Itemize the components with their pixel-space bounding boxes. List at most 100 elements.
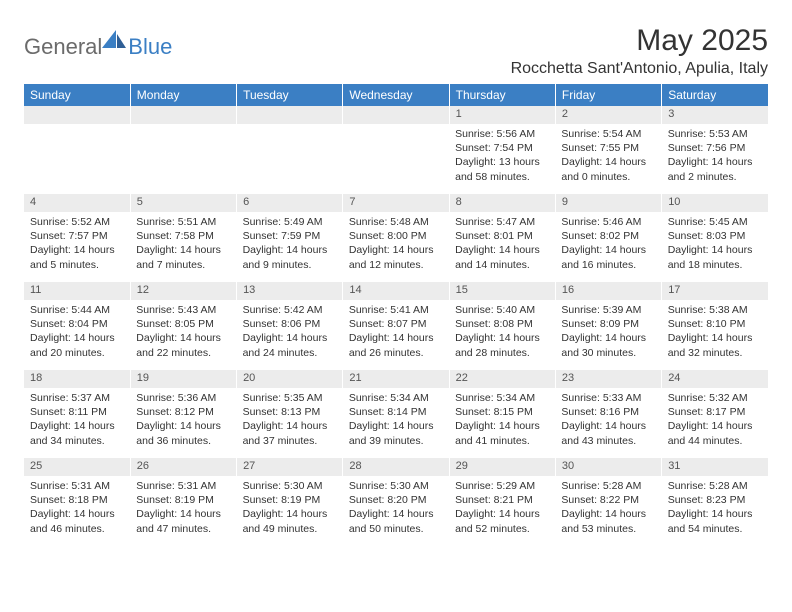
sunrise-line: Sunrise: 5:40 AM (455, 303, 549, 317)
daylight-line: Daylight: 14 hours and 50 minutes. (349, 507, 443, 535)
day-number-row: 45678910 (24, 194, 768, 212)
daylight-line: Daylight: 14 hours and 24 minutes. (243, 331, 337, 359)
day-content-cell: Sunrise: 5:51 AMSunset: 7:58 PMDaylight:… (130, 212, 236, 282)
weekday-header: Friday (555, 84, 661, 106)
daylight-line: Daylight: 14 hours and 30 minutes. (561, 331, 655, 359)
daylight-line: Daylight: 14 hours and 18 minutes. (668, 243, 762, 271)
day-content-cell: Sunrise: 5:31 AMSunset: 8:18 PMDaylight:… (24, 476, 130, 546)
daylight-line: Daylight: 14 hours and 5 minutes. (30, 243, 124, 271)
day-number-cell: 21 (343, 370, 449, 388)
day-number-row: 25262728293031 (24, 458, 768, 476)
sunrise-line: Sunrise: 5:30 AM (243, 479, 337, 493)
sunset-line: Sunset: 8:01 PM (455, 229, 549, 243)
sunrise-line: Sunrise: 5:56 AM (455, 127, 549, 141)
daylight-line: Daylight: 14 hours and 44 minutes. (668, 419, 762, 447)
sunrise-line: Sunrise: 5:37 AM (30, 391, 124, 405)
weekday-header: Sunday (24, 84, 130, 106)
day-number-cell: 26 (130, 458, 236, 476)
day-number-cell: 17 (662, 282, 768, 300)
weekday-header: Tuesday (237, 84, 343, 106)
day-content-cell: Sunrise: 5:33 AMSunset: 8:16 PMDaylight:… (555, 388, 661, 458)
day-content-cell: Sunrise: 5:37 AMSunset: 8:11 PMDaylight:… (24, 388, 130, 458)
day-number-cell: 4 (24, 194, 130, 212)
sunrise-line: Sunrise: 5:29 AM (455, 479, 549, 493)
weekday-header: Saturday (662, 84, 768, 106)
day-number-cell: 6 (237, 194, 343, 212)
daylight-line: Daylight: 14 hours and 46 minutes. (30, 507, 124, 535)
sunrise-line: Sunrise: 5:31 AM (30, 479, 124, 493)
daylight-line: Daylight: 14 hours and 37 minutes. (243, 419, 337, 447)
sunrise-line: Sunrise: 5:52 AM (30, 215, 124, 229)
day-number-cell: 31 (662, 458, 768, 476)
day-number-cell: 27 (237, 458, 343, 476)
sunrise-line: Sunrise: 5:38 AM (668, 303, 762, 317)
sunset-line: Sunset: 8:16 PM (561, 405, 655, 419)
day-number-cell: 25 (24, 458, 130, 476)
day-number-cell: 2 (555, 106, 661, 124)
day-content-cell: Sunrise: 5:34 AMSunset: 8:14 PMDaylight:… (343, 388, 449, 458)
weekday-header-row: SundayMondayTuesdayWednesdayThursdayFrid… (24, 84, 768, 106)
daylight-line: Daylight: 14 hours and 32 minutes. (668, 331, 762, 359)
daylight-line: Daylight: 14 hours and 39 minutes. (349, 419, 443, 447)
daylight-line: Daylight: 14 hours and 34 minutes. (30, 419, 124, 447)
daylight-line: Daylight: 14 hours and 2 minutes. (668, 155, 762, 183)
sunset-line: Sunset: 8:13 PM (243, 405, 337, 419)
sunset-line: Sunset: 7:57 PM (30, 229, 124, 243)
day-number-cell: 22 (449, 370, 555, 388)
day-content-cell (237, 124, 343, 194)
logo-text-general: General (24, 34, 102, 60)
daylight-line: Daylight: 14 hours and 12 minutes. (349, 243, 443, 271)
daylight-line: Daylight: 14 hours and 41 minutes. (455, 419, 549, 447)
daylight-line: Daylight: 14 hours and 7 minutes. (136, 243, 230, 271)
day-content-cell: Sunrise: 5:30 AMSunset: 8:19 PMDaylight:… (237, 476, 343, 546)
sunset-line: Sunset: 8:06 PM (243, 317, 337, 331)
day-content-cell: Sunrise: 5:56 AMSunset: 7:54 PMDaylight:… (449, 124, 555, 194)
sunrise-line: Sunrise: 5:34 AM (455, 391, 549, 405)
day-content-cell: Sunrise: 5:45 AMSunset: 8:03 PMDaylight:… (662, 212, 768, 282)
day-content-cell: Sunrise: 5:39 AMSunset: 8:09 PMDaylight:… (555, 300, 661, 370)
day-content-cell: Sunrise: 5:28 AMSunset: 8:23 PMDaylight:… (662, 476, 768, 546)
day-number-cell (343, 106, 449, 124)
day-content-cell: Sunrise: 5:54 AMSunset: 7:55 PMDaylight:… (555, 124, 661, 194)
sunset-line: Sunset: 8:12 PM (136, 405, 230, 419)
daylight-line: Daylight: 14 hours and 49 minutes. (243, 507, 337, 535)
day-content-cell: Sunrise: 5:46 AMSunset: 8:02 PMDaylight:… (555, 212, 661, 282)
daylight-line: Daylight: 14 hours and 43 minutes. (561, 419, 655, 447)
day-content-cell: Sunrise: 5:31 AMSunset: 8:19 PMDaylight:… (130, 476, 236, 546)
day-content-row: Sunrise: 5:44 AMSunset: 8:04 PMDaylight:… (24, 300, 768, 370)
sunrise-line: Sunrise: 5:41 AM (349, 303, 443, 317)
day-number-cell: 5 (130, 194, 236, 212)
day-number-cell: 9 (555, 194, 661, 212)
sunrise-line: Sunrise: 5:46 AM (561, 215, 655, 229)
sunset-line: Sunset: 8:11 PM (30, 405, 124, 419)
sunrise-line: Sunrise: 5:51 AM (136, 215, 230, 229)
sunset-line: Sunset: 8:04 PM (30, 317, 124, 331)
day-number-cell: 7 (343, 194, 449, 212)
day-content-row: Sunrise: 5:56 AMSunset: 7:54 PMDaylight:… (24, 124, 768, 194)
month-title: May 2025 (511, 24, 768, 58)
daylight-line: Daylight: 14 hours and 14 minutes. (455, 243, 549, 271)
sunrise-line: Sunrise: 5:48 AM (349, 215, 443, 229)
sunset-line: Sunset: 8:08 PM (455, 317, 549, 331)
sunrise-line: Sunrise: 5:53 AM (668, 127, 762, 141)
sunset-line: Sunset: 8:15 PM (455, 405, 549, 419)
sunrise-line: Sunrise: 5:28 AM (561, 479, 655, 493)
day-content-cell: Sunrise: 5:41 AMSunset: 8:07 PMDaylight:… (343, 300, 449, 370)
day-number-cell: 14 (343, 282, 449, 300)
daylight-line: Daylight: 14 hours and 28 minutes. (455, 331, 549, 359)
sunrise-line: Sunrise: 5:33 AM (561, 391, 655, 405)
logo-text-blue: Blue (128, 34, 172, 60)
sunset-line: Sunset: 8:20 PM (349, 493, 443, 507)
sunset-line: Sunset: 7:59 PM (243, 229, 337, 243)
sunset-line: Sunset: 7:55 PM (561, 141, 655, 155)
sunset-line: Sunset: 8:10 PM (668, 317, 762, 331)
day-number-cell (24, 106, 130, 124)
sunset-line: Sunset: 8:19 PM (136, 493, 230, 507)
sunset-line: Sunset: 8:17 PM (668, 405, 762, 419)
daylight-line: Daylight: 14 hours and 9 minutes. (243, 243, 337, 271)
day-content-cell: Sunrise: 5:35 AMSunset: 8:13 PMDaylight:… (237, 388, 343, 458)
sunrise-line: Sunrise: 5:42 AM (243, 303, 337, 317)
sunset-line: Sunset: 8:19 PM (243, 493, 337, 507)
day-content-cell: Sunrise: 5:49 AMSunset: 7:59 PMDaylight:… (237, 212, 343, 282)
daylight-line: Daylight: 14 hours and 53 minutes. (561, 507, 655, 535)
